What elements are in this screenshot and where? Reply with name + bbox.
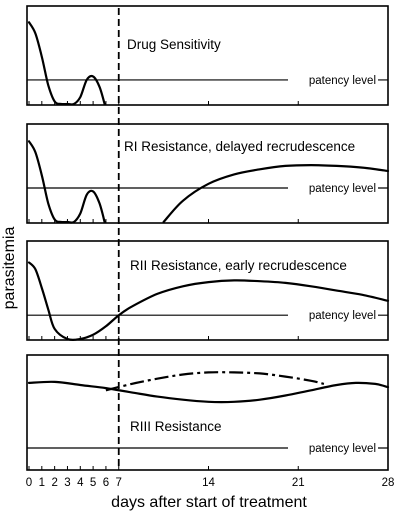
x-tick-label: 0 (26, 477, 32, 489)
parasitemia-curve-solid (162, 164, 390, 224)
panel-frame (26, 240, 389, 341)
panel-rii-resistance: RII Resistance, early recrudescence pate… (26, 240, 390, 342)
x-tick-label: 21 (292, 477, 305, 489)
parasitemia-curve-solid (27, 21, 106, 106)
x-tick-label: 2 (51, 477, 57, 489)
x-tick-label: 5 (90, 477, 96, 489)
panel-ri-resistance: RI Resistance, delayed recrudescence pat… (26, 123, 390, 224)
x-tick-label: 3 (64, 477, 70, 489)
parasitemia-curve-solid (27, 261, 390, 342)
panel-title: RII Resistance, early recrudescence (130, 258, 347, 273)
curve-group (27, 21, 106, 106)
x-tick-label: 7 (116, 477, 122, 489)
patency-label: patency level (309, 443, 376, 455)
tick-group (28, 219, 389, 223)
panel-title: RIII Resistance (130, 419, 222, 434)
x-tick-label: 4 (77, 477, 84, 489)
tick-group (28, 466, 389, 470)
parasitemia-curve-solid (27, 140, 106, 224)
panel-frame (26, 354, 389, 471)
y-axis-title: parasitemia (1, 227, 18, 310)
patency-label: patency level (309, 75, 376, 87)
x-tick-label: 6 (103, 477, 109, 489)
x-tick-label: 28 (382, 477, 395, 489)
x-tick-labels: 0 1 2 3 4 5 6 7 14 21 28 (26, 477, 395, 489)
x-tick-label: 14 (202, 477, 215, 489)
panel-riii-resistance: RIII Resistance patency level (26, 354, 390, 471)
x-axis-title: days after start of treatment (111, 494, 307, 511)
panel-frame (26, 5, 389, 106)
patency-label-backing (288, 72, 378, 86)
parasitemia-curve-solid (27, 380, 390, 404)
patency-label-backing (288, 441, 378, 454)
curve-group (27, 371, 390, 404)
curve-group (27, 261, 390, 342)
patency-label-backing (288, 181, 378, 194)
tick-group (28, 336, 389, 340)
patency-label-backing (288, 308, 378, 322)
panel-drug-sensitivity: Drug Sensitivity patency level (26, 5, 389, 106)
panel-title: RI Resistance, delayed recrudescence (124, 139, 355, 154)
x-tick-label: 1 (39, 477, 45, 489)
patency-label: patency level (309, 183, 376, 195)
panel-title: Drug Sensitivity (127, 37, 221, 52)
panel-frame (26, 123, 389, 224)
parasitemia-curve-dashdot (105, 371, 325, 392)
patency-label: patency level (309, 310, 376, 322)
